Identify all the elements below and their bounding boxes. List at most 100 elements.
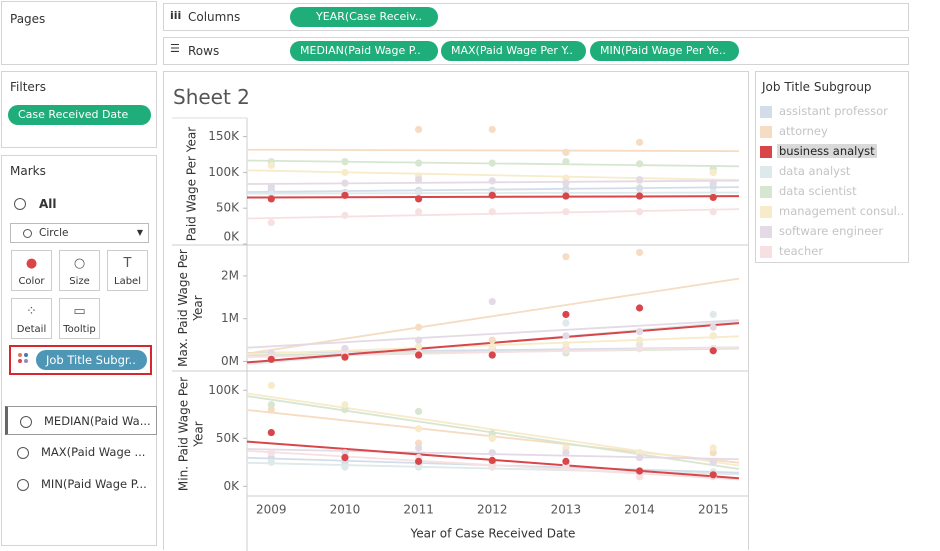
data-point (341, 179, 349, 187)
data-point (415, 351, 423, 359)
data-point (709, 179, 717, 187)
data-point (488, 456, 496, 465)
data-point (488, 191, 496, 199)
data-point (415, 125, 423, 134)
data-point (562, 319, 570, 327)
legend-label[interactable]: attorney (779, 124, 828, 138)
data-point (488, 434, 496, 442)
data-point (415, 323, 423, 331)
data-point (709, 471, 717, 479)
marks-card: Marks All Circle ▼ Color ● Size ○ Label T Detai… (1, 155, 157, 546)
data-point (562, 347, 570, 355)
data-point (488, 449, 496, 457)
mark-button[interactable]: Tooltip ▭ (59, 298, 100, 339)
data-point (488, 336, 496, 344)
color-pill[interactable]: Job Title Subgr.. (36, 350, 147, 370)
all-radio[interactable] (14, 198, 26, 210)
legend-label[interactable]: business analyst (777, 144, 877, 158)
data-point (562, 179, 570, 187)
trend-line (247, 319, 740, 349)
data-point (709, 458, 717, 466)
legend-title: Job Title Subgroup (762, 80, 872, 94)
mark-type-dropdown[interactable]: Circle ▼ (10, 223, 149, 243)
y-tick-label: 150K (208, 129, 240, 143)
data-point (415, 336, 423, 344)
data-point (562, 174, 570, 182)
data-point (562, 310, 570, 319)
row-pill[interactable]: MAX(Paid Wage Per Y.. (441, 41, 586, 61)
marks-title: Marks (10, 164, 46, 178)
legend-label[interactable]: data scientist (779, 184, 857, 198)
row-pill[interactable]: MEDIAN(Paid Wage P.. (290, 41, 438, 61)
data-point (341, 211, 349, 219)
legend-label[interactable]: data analyst (779, 164, 851, 178)
mark-button[interactable]: Detail ⁘ (11, 298, 52, 339)
y-tick-label: 0M (221, 354, 239, 368)
data-point (488, 177, 496, 185)
columns-shelf: iii Columns YEAR(Case Receiv.. (163, 3, 909, 31)
data-point (267, 458, 275, 466)
trend-line (247, 148, 740, 152)
data-point (635, 208, 644, 216)
y-axis-title: Paid Wage Per Year (183, 126, 198, 241)
data-point (562, 253, 570, 261)
measure-row[interactable]: MIN(Paid Wage P... (5, 470, 157, 499)
data-point (635, 192, 644, 200)
legend-swatch (760, 186, 772, 198)
data-point (267, 190, 275, 198)
data-point (635, 336, 644, 344)
measure-row[interactable]: MEDIAN(Paid Wa... (5, 406, 157, 435)
column-pill[interactable]: YEAR(Case Receiv.. (290, 7, 438, 27)
data-point (415, 425, 423, 433)
x-tick-label: 2009 (256, 503, 287, 517)
legend-swatch (760, 246, 772, 258)
data-point (341, 158, 349, 166)
data-point (341, 401, 349, 409)
x-tick-label: 2013 (551, 503, 582, 517)
data-point (709, 323, 717, 331)
data-point (562, 192, 570, 200)
data-point (415, 188, 423, 197)
legend-label[interactable]: teacher (779, 244, 824, 258)
measure-row[interactable]: MAX(Paid Wage ... (5, 438, 157, 467)
x-tick-label: 2010 (330, 503, 361, 517)
data-point (635, 138, 644, 146)
data-point (415, 159, 423, 167)
legend-swatch (760, 126, 772, 138)
data-point (562, 148, 570, 156)
color-shelf-highlight: Job Title Subgr.. (9, 345, 152, 375)
data-point (267, 381, 275, 390)
legend: Job Title Subgroup assistant professor at… (755, 71, 909, 263)
legend-label[interactable]: assistant professor (779, 104, 888, 118)
sheet-title: Sheet 2 (173, 85, 250, 109)
data-point (415, 195, 423, 203)
data-point (488, 159, 496, 167)
data-point (709, 310, 717, 319)
mark-button[interactable]: Label T (107, 250, 148, 291)
legend-label[interactable]: management consul.. (779, 204, 905, 218)
data-point (562, 158, 570, 166)
data-point (709, 332, 717, 340)
data-point (341, 463, 349, 471)
data-point (415, 342, 423, 351)
data-point (341, 353, 349, 361)
data-point (488, 208, 496, 216)
data-point (415, 444, 423, 452)
data-point (709, 168, 717, 177)
y-tick-label: 0K (223, 479, 240, 493)
row-pill[interactable]: MIN(Paid Wage Per Ye.. (590, 41, 739, 61)
x-tick-label: 2014 (624, 503, 655, 517)
data-point (341, 191, 349, 199)
legend-label[interactable]: software engineer (779, 224, 884, 238)
mark-button[interactable]: Color ● (11, 250, 52, 291)
data-point (488, 125, 496, 134)
data-point (562, 340, 570, 348)
filter-pill[interactable]: Case Received Date (8, 105, 151, 125)
y-tick-label: 0K (223, 230, 240, 244)
data-point (488, 342, 496, 351)
legend-swatch (760, 226, 772, 238)
data-point (635, 248, 644, 257)
mark-button[interactable]: Size ○ (59, 250, 100, 291)
data-point (267, 161, 275, 169)
